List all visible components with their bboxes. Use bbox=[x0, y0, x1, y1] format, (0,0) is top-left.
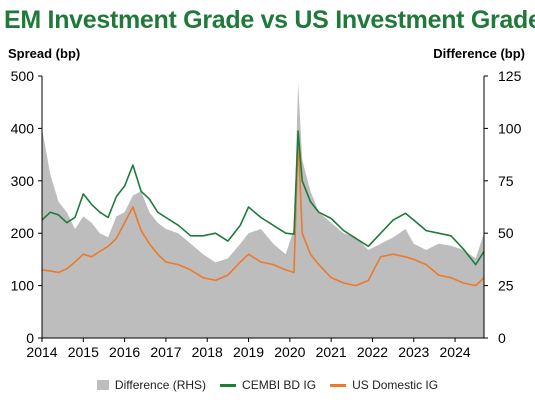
legend-label-difference: Difference (RHS) bbox=[114, 378, 207, 392]
x-tick-label: 2020 bbox=[274, 344, 305, 360]
series-area-difference bbox=[42, 82, 484, 338]
series-line-cembi-bd-ig bbox=[41, 130, 485, 266]
legend-swatch-cembi bbox=[220, 383, 237, 387]
x-tick-label: 2018 bbox=[192, 344, 223, 360]
series-line-us-domestic-ig bbox=[41, 135, 485, 287]
legend-item-cembi: CEMBI BD IG bbox=[220, 378, 316, 392]
chart-legend: Difference (RHS) CEMBI BD IG US Domestic… bbox=[0, 378, 535, 392]
x-tick-label: 2015 bbox=[68, 344, 99, 360]
y-left-tick-label: 100 bbox=[11, 278, 35, 294]
y-right-tick-label: 0 bbox=[498, 330, 506, 346]
legend-label-cembi: CEMBI BD IG bbox=[242, 378, 317, 392]
legend-swatch-difference bbox=[96, 380, 109, 390]
x-tick-label: 2021 bbox=[316, 344, 347, 360]
x-tick-label: 2014 bbox=[26, 344, 57, 360]
y-left-tick-label: 500 bbox=[11, 68, 35, 84]
y-axis-left-label: Spread (bp) bbox=[8, 46, 81, 61]
legend-item-difference: Difference (RHS) bbox=[96, 378, 207, 392]
y-left-tick-label: 300 bbox=[11, 173, 35, 189]
x-tick-label: 2024 bbox=[440, 344, 471, 360]
x-tick-label: 2023 bbox=[398, 344, 429, 360]
y-right-tick-label: 25 bbox=[498, 278, 514, 294]
chart-title: EM Investment Grade vs US Investment Gra… bbox=[4, 6, 535, 34]
x-tick-label: 2022 bbox=[357, 344, 388, 360]
legend-swatch-us-ig bbox=[330, 383, 347, 387]
y-left-tick-label: 0 bbox=[26, 330, 34, 346]
y-axis-right-label: Difference (bp) bbox=[433, 46, 525, 61]
x-tick-label: 2019 bbox=[233, 344, 264, 360]
legend-label-us-ig: US Domestic IG bbox=[352, 378, 439, 392]
y-left-tick-label: 200 bbox=[11, 225, 35, 241]
legend-item-us-ig: US Domestic IG bbox=[330, 378, 438, 392]
x-tick-label: 2017 bbox=[150, 344, 181, 360]
y-right-tick-label: 75 bbox=[498, 173, 514, 189]
y-right-tick-label: 125 bbox=[498, 68, 522, 84]
y-left-tick-label: 400 bbox=[11, 120, 35, 136]
x-tick-label: 2016 bbox=[109, 344, 140, 360]
y-right-tick-label: 100 bbox=[498, 120, 522, 136]
y-right-tick-label: 50 bbox=[498, 225, 514, 241]
